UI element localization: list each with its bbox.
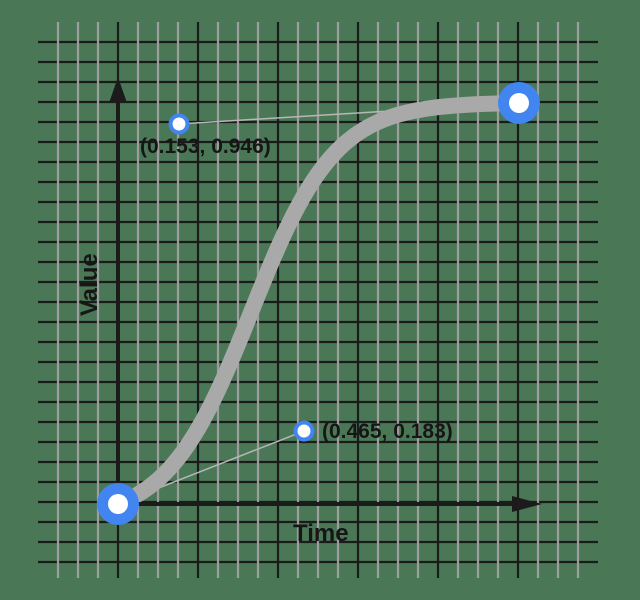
svg-text:Value: Value	[76, 253, 103, 316]
svg-text:(0.465, 0.183): (0.465, 0.183)	[322, 420, 453, 443]
svg-text:Time: Time	[293, 520, 349, 547]
svg-text:(0.153, 0.946): (0.153, 0.946)	[140, 135, 271, 158]
